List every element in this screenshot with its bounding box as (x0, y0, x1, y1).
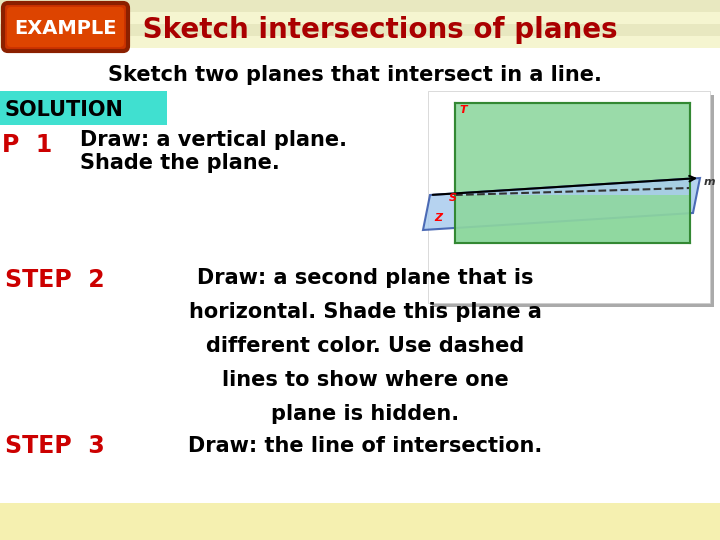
FancyBboxPatch shape (0, 300, 720, 312)
FancyBboxPatch shape (0, 288, 720, 300)
FancyBboxPatch shape (0, 144, 720, 156)
FancyBboxPatch shape (0, 456, 720, 468)
FancyBboxPatch shape (0, 312, 720, 324)
FancyBboxPatch shape (0, 168, 720, 180)
FancyBboxPatch shape (0, 84, 720, 96)
FancyBboxPatch shape (0, 432, 720, 444)
Text: T: T (459, 105, 467, 115)
FancyBboxPatch shape (0, 48, 720, 503)
FancyBboxPatch shape (0, 180, 720, 192)
FancyBboxPatch shape (3, 3, 128, 51)
FancyBboxPatch shape (0, 36, 720, 48)
FancyBboxPatch shape (0, 516, 720, 528)
Text: Shade the plane.: Shade the plane. (80, 153, 280, 173)
FancyBboxPatch shape (0, 192, 720, 204)
FancyBboxPatch shape (0, 528, 720, 540)
FancyBboxPatch shape (0, 120, 720, 132)
Text: SOLUTION: SOLUTION (4, 100, 123, 120)
Text: horizontal. Shade this plane a: horizontal. Shade this plane a (189, 302, 541, 322)
FancyBboxPatch shape (0, 324, 720, 336)
FancyBboxPatch shape (0, 204, 720, 216)
FancyBboxPatch shape (0, 360, 720, 372)
FancyBboxPatch shape (0, 108, 720, 120)
Text: Sketch intersections of planes: Sketch intersections of planes (133, 16, 618, 44)
FancyBboxPatch shape (0, 276, 720, 288)
FancyBboxPatch shape (0, 408, 720, 420)
FancyBboxPatch shape (0, 48, 720, 60)
FancyBboxPatch shape (0, 216, 720, 228)
Text: different color. Use dashed: different color. Use dashed (206, 336, 524, 356)
Text: Draw: a vertical plane.: Draw: a vertical plane. (80, 130, 347, 150)
Text: Draw: the line of intersection.: Draw: the line of intersection. (188, 436, 542, 456)
FancyBboxPatch shape (0, 96, 720, 108)
FancyBboxPatch shape (0, 480, 720, 492)
Polygon shape (455, 103, 690, 243)
FancyBboxPatch shape (0, 12, 720, 24)
FancyBboxPatch shape (0, 504, 720, 516)
FancyBboxPatch shape (0, 228, 720, 240)
FancyBboxPatch shape (0, 252, 720, 264)
Text: Draw: a second plane that is: Draw: a second plane that is (197, 268, 534, 288)
FancyBboxPatch shape (0, 444, 720, 456)
Text: Sketch two planes that intersect in a line.: Sketch two planes that intersect in a li… (108, 65, 602, 85)
FancyBboxPatch shape (0, 24, 720, 36)
FancyBboxPatch shape (0, 156, 720, 168)
FancyBboxPatch shape (0, 132, 720, 144)
Text: S: S (449, 193, 457, 203)
Text: EXAMPLE: EXAMPLE (14, 19, 116, 38)
FancyBboxPatch shape (0, 60, 720, 72)
FancyBboxPatch shape (0, 0, 720, 12)
FancyBboxPatch shape (7, 7, 124, 47)
FancyBboxPatch shape (432, 95, 714, 307)
FancyBboxPatch shape (0, 384, 720, 396)
Text: P  1: P 1 (2, 133, 53, 157)
Text: STEP  3: STEP 3 (5, 434, 104, 458)
FancyBboxPatch shape (0, 348, 720, 360)
FancyBboxPatch shape (0, 468, 720, 480)
Text: STEP  2: STEP 2 (5, 268, 104, 292)
FancyBboxPatch shape (0, 372, 720, 384)
Polygon shape (455, 195, 690, 243)
Text: m: m (704, 177, 716, 187)
FancyBboxPatch shape (0, 396, 720, 408)
FancyBboxPatch shape (0, 264, 720, 276)
Text: lines to show where one: lines to show where one (222, 370, 508, 390)
FancyBboxPatch shape (0, 240, 720, 252)
Text: Z: Z (434, 213, 442, 223)
Text: plane is hidden.: plane is hidden. (271, 404, 459, 424)
FancyBboxPatch shape (0, 420, 720, 432)
FancyBboxPatch shape (428, 91, 710, 303)
Polygon shape (423, 178, 700, 230)
FancyBboxPatch shape (0, 503, 720, 540)
FancyBboxPatch shape (0, 72, 720, 84)
FancyBboxPatch shape (0, 492, 720, 504)
FancyBboxPatch shape (0, 336, 720, 348)
FancyBboxPatch shape (0, 91, 167, 125)
